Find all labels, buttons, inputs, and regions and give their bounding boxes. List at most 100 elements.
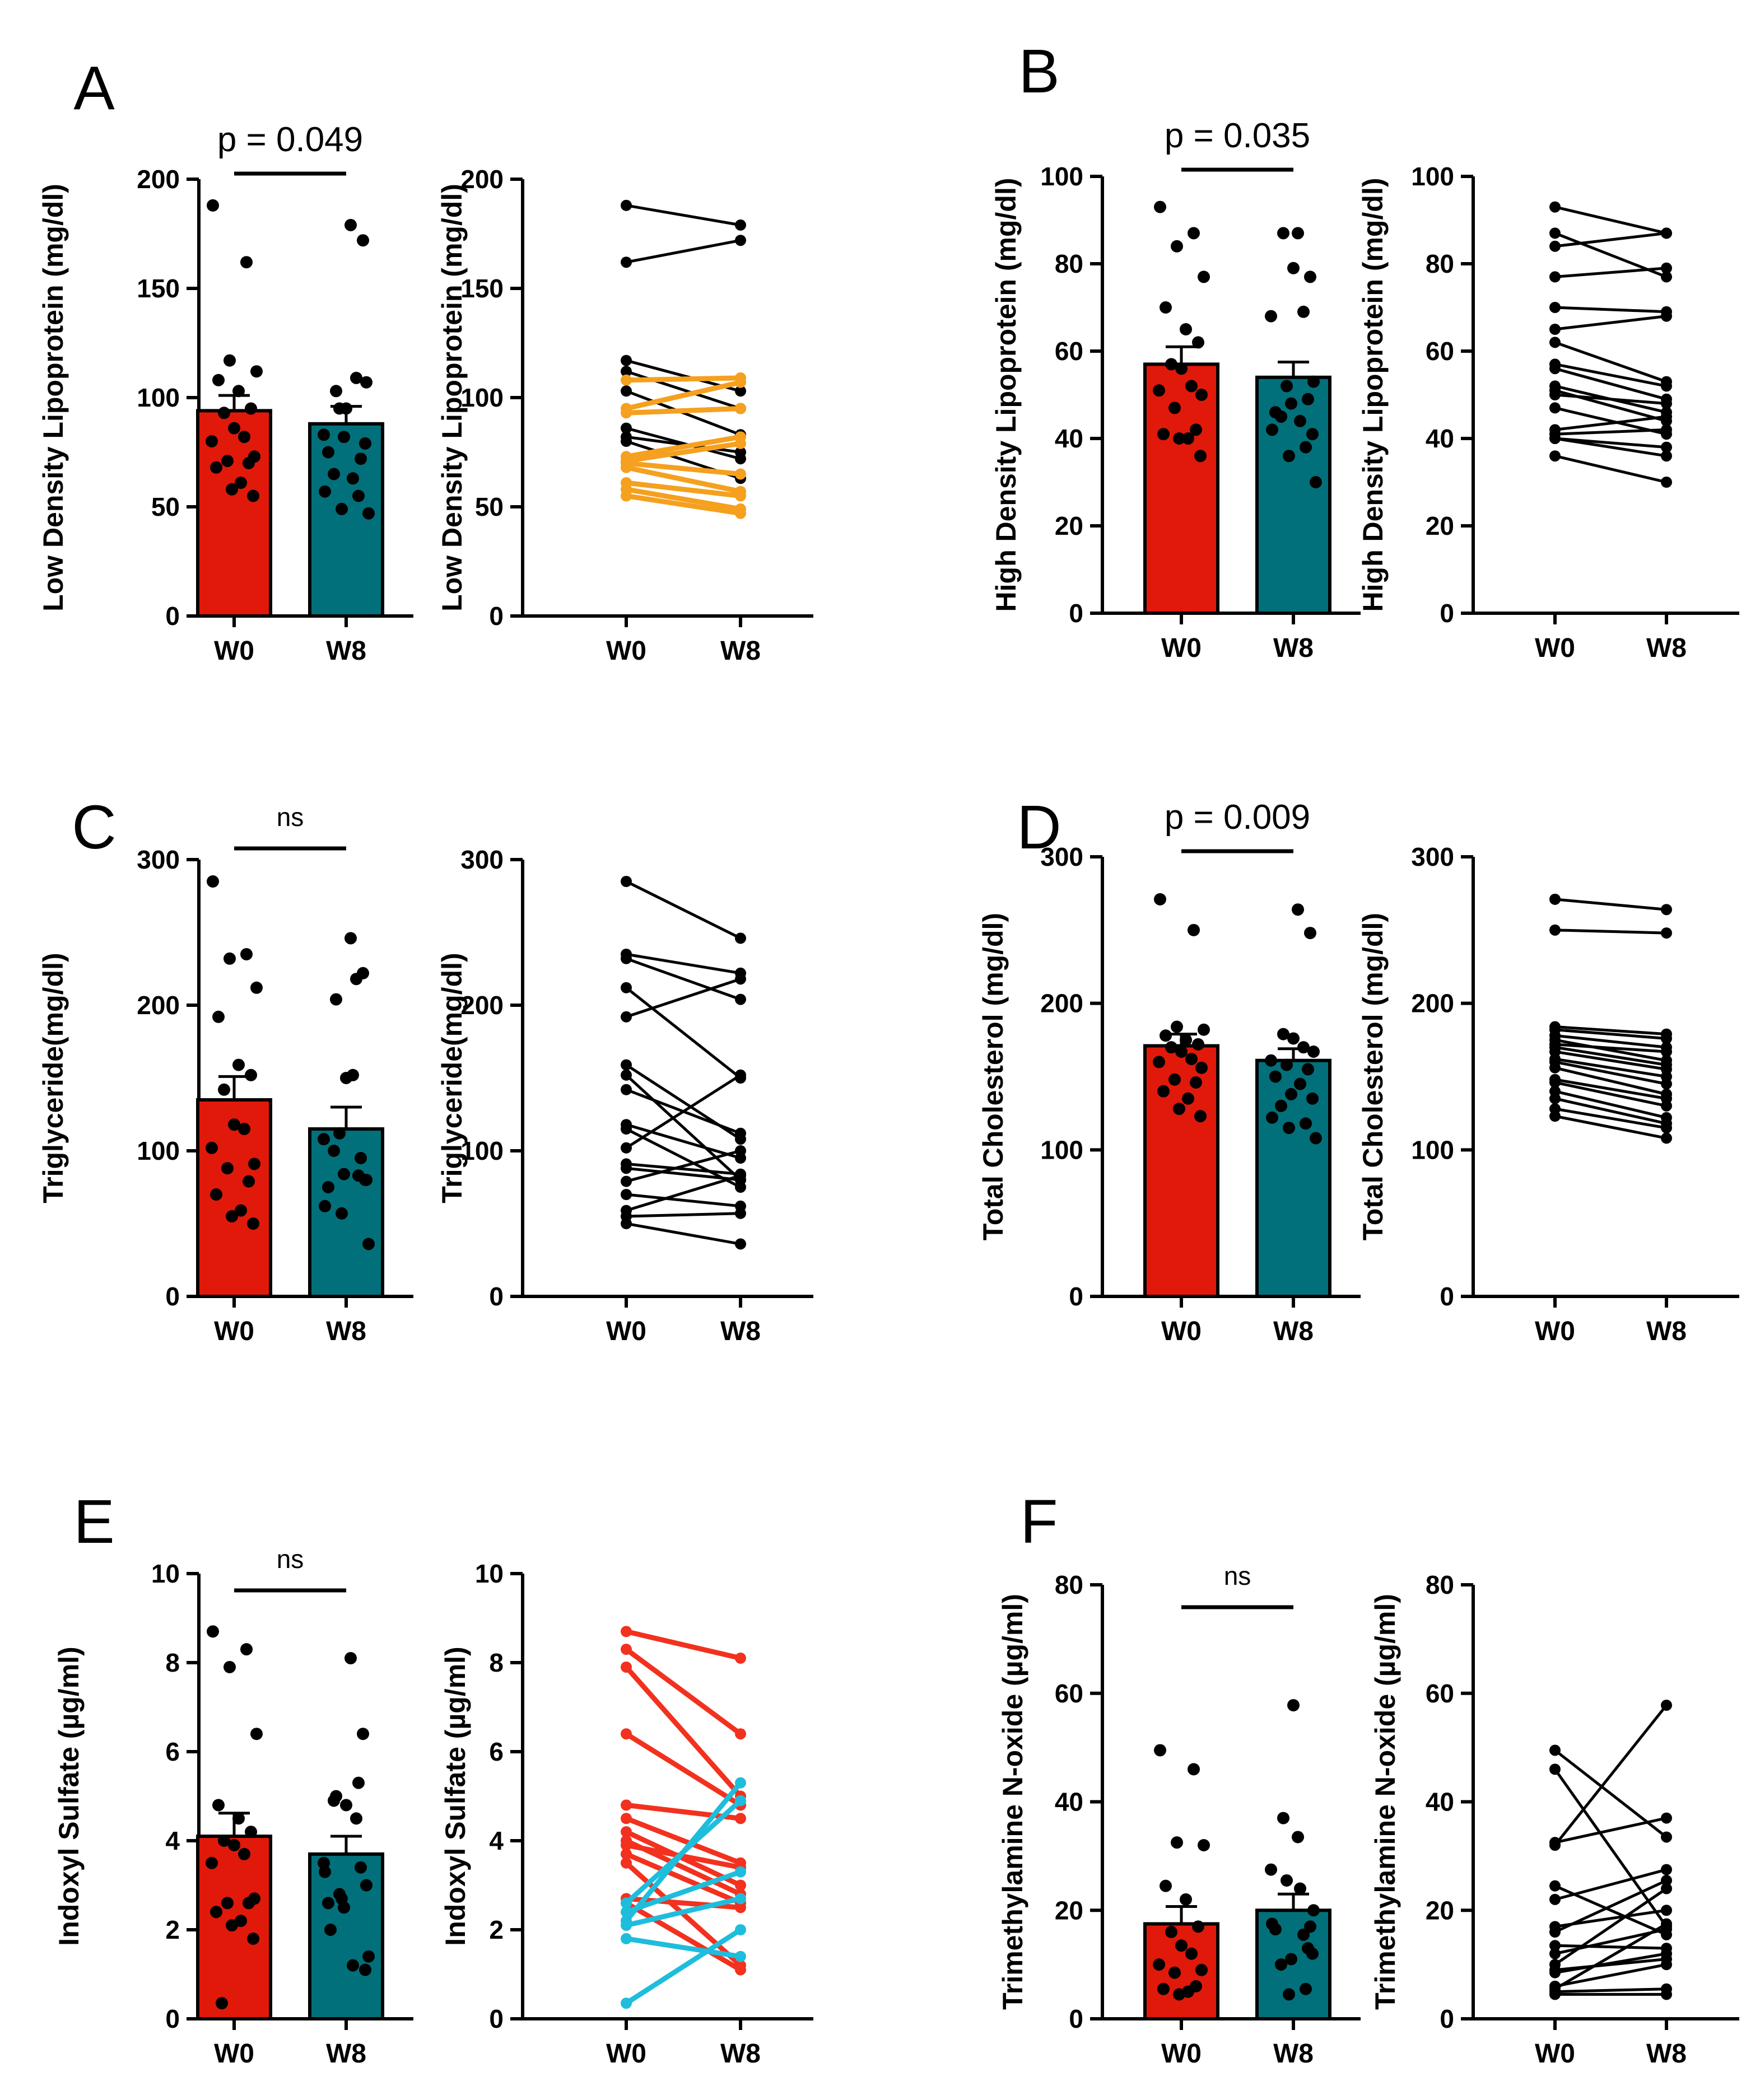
paired-line [1554, 1114, 1667, 1140]
data-point [350, 973, 362, 986]
data-point [1287, 262, 1300, 274]
paired-point-W8 [735, 1795, 746, 1807]
paired-chart-C: 0 100 200 300 Triglyceride(mg/dl) W0 W8 [436, 845, 813, 1346]
paired-point-W8 [1661, 450, 1672, 462]
x-tick-label-W0: W0 [1161, 1317, 1202, 1346]
data-point [1266, 1917, 1278, 1930]
paired-line [1554, 1107, 1667, 1130]
paired-line [625, 1074, 742, 1181]
data-point [1281, 380, 1293, 393]
paired-point-W0 [621, 422, 632, 434]
data-point [245, 1068, 257, 1081]
data-point [322, 446, 334, 459]
data-point [1266, 423, 1278, 436]
paired-point-W0 [1549, 1893, 1561, 1905]
paired-point-W0 [621, 1933, 632, 1944]
y-axis-label: High Density Lipoprotein (mg/dl) [1357, 178, 1389, 612]
paired-point-W8 [735, 973, 746, 985]
paired-point-W0 [1549, 1948, 1561, 1959]
data-point [355, 1861, 367, 1874]
data-point [238, 431, 250, 444]
paired-point-W8 [1661, 1905, 1672, 1916]
paired-line [1554, 1097, 1667, 1125]
data-point [1173, 432, 1185, 445]
y-tick-label: 8 [489, 1648, 504, 1677]
paired-line [1554, 1043, 1667, 1053]
paired-point-W8 [1661, 1078, 1672, 1090]
y-tick-label: 10 [151, 1559, 180, 1588]
data-point [1175, 1939, 1188, 1952]
data-point [1171, 240, 1183, 253]
paired-point-W0 [621, 1897, 632, 1909]
data-point [1188, 1763, 1200, 1776]
paired-point-W8 [735, 403, 746, 414]
y-tick-label: 200 [1040, 989, 1083, 1018]
y-tick-label: 0 [1440, 599, 1454, 628]
paired-line [626, 1222, 741, 1245]
paired-point-W8 [1661, 1864, 1672, 1875]
data-point [232, 1058, 245, 1071]
data-point [245, 402, 257, 415]
paired-point-W8 [1661, 1874, 1672, 1886]
y-tick-label: 0 [1069, 599, 1083, 628]
paired-point-W0 [621, 1826, 632, 1838]
paired-point-W8 [1661, 1989, 1672, 2000]
data-point [319, 1865, 331, 1878]
y-tick-label: 4 [165, 1826, 180, 1855]
data-point [1294, 1882, 1306, 1895]
paired-line [626, 1166, 741, 1182]
paired-point-W0 [1549, 402, 1561, 414]
paired-point-W8 [1661, 927, 1672, 939]
paired-line [1554, 1028, 1667, 1040]
paired-point-W8 [735, 1145, 746, 1156]
significance-label: ns [277, 1544, 304, 1574]
paired-point-W0 [621, 1644, 632, 1655]
paired-point-W8 [735, 1893, 746, 1905]
paired-point-W0 [621, 1175, 632, 1187]
data-point [1281, 1058, 1293, 1071]
paired-point-W0 [621, 982, 632, 993]
bar-chart-A: 0 50 100 150 200 Low Density Lipoprotein (mg/… [38, 120, 413, 666]
paired-line [1554, 1078, 1667, 1100]
y-tick-label: 0 [1440, 2004, 1454, 2033]
data-point [216, 1997, 228, 2010]
panel-F: F 0 20 40 60 80 Trimethylamine N-oxide (µg/ml)… [997, 1487, 1739, 2069]
data-point [336, 1207, 348, 1220]
y-tick-label: 300 [460, 845, 504, 874]
data-point [360, 376, 373, 389]
data-point [1180, 1893, 1192, 1906]
paired-point-W0 [621, 1728, 632, 1740]
data-point [1297, 305, 1310, 318]
data-point [1277, 227, 1289, 240]
y-tick-label: 60 [1055, 1679, 1083, 1708]
paired-point-W0 [621, 1069, 632, 1081]
paired-point-W0 [621, 1189, 632, 1200]
paired-line [1554, 1038, 1667, 1062]
paired-point-W0 [1549, 201, 1561, 213]
data-point [1300, 1117, 1312, 1130]
data-point [1194, 1110, 1207, 1123]
paired-line [1554, 1952, 1667, 1975]
data-point [1198, 1023, 1210, 1036]
paired-line [626, 977, 741, 1019]
panel-label-B: B [1018, 37, 1059, 106]
paired-line [1554, 415, 1667, 431]
data-point [328, 1794, 340, 1807]
data-point [340, 1799, 352, 1812]
data-point [1175, 1046, 1188, 1058]
data-point [333, 402, 346, 415]
paired-line [1554, 1081, 1667, 1108]
paired-line [1554, 1704, 1668, 1846]
data-point [318, 428, 330, 441]
data-point [243, 1175, 255, 1188]
data-point [1297, 1928, 1310, 1941]
x-tick-label-W8: W8 [720, 2039, 761, 2069]
data-point [1287, 1032, 1300, 1045]
paired-point-W0 [1549, 1093, 1561, 1104]
x-tick-label-W0: W0 [1535, 2039, 1575, 2069]
paired-point-W0 [1549, 389, 1561, 400]
paired-point-W0 [621, 366, 632, 377]
paired-chart-B: 0 20 40 60 80 100 High Density Lipoprotein (mg… [1357, 162, 1739, 663]
paired-point-W8 [735, 1238, 746, 1250]
